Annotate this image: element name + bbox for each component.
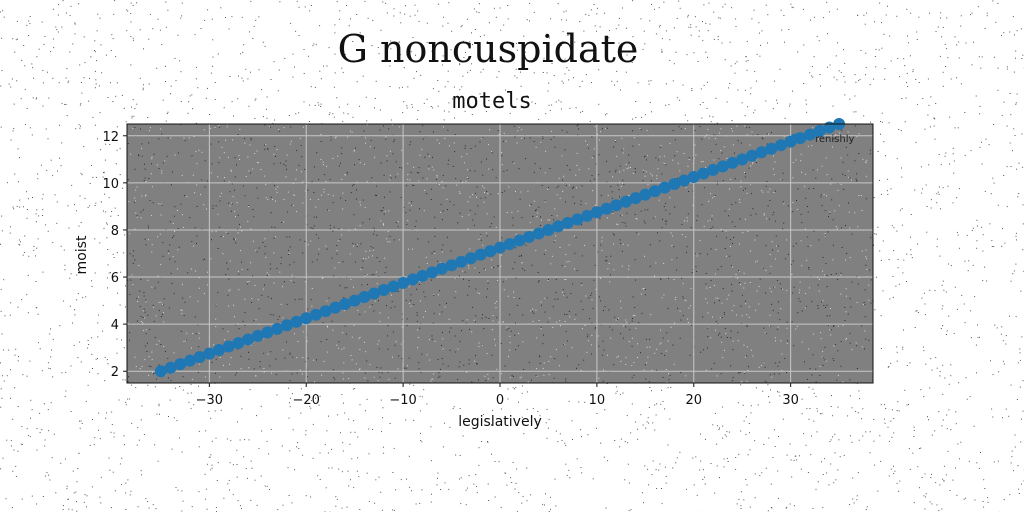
scatter-point [581, 209, 594, 222]
scatter-point [232, 336, 245, 349]
scatter-point [251, 329, 264, 342]
scatter-point [397, 276, 410, 289]
scatter-point [774, 139, 787, 152]
scatter-point [464, 252, 477, 265]
x-tick-label: 30 [782, 393, 799, 408]
x-tick-label: −30 [196, 393, 223, 408]
scatter-point [358, 291, 371, 304]
scatter-point [406, 273, 419, 286]
scatter-point [348, 294, 361, 307]
y-tick-label: 12 [102, 130, 119, 145]
scatter-point [542, 223, 555, 236]
scatter-point [280, 319, 293, 332]
scatter-point [804, 128, 817, 141]
scatter-point [523, 231, 536, 244]
scatter-point [309, 308, 322, 321]
scatter-point [600, 202, 613, 215]
scatter-point [387, 280, 400, 293]
scatter-point [639, 188, 652, 201]
scatter-point [765, 142, 778, 155]
figure-suptitle: G noncuspidate [338, 27, 639, 71]
y-tick-label: 6 [111, 271, 119, 286]
scatter-point [338, 298, 351, 311]
scatter-point [435, 262, 448, 275]
plot-speckle [127, 124, 874, 384]
scatter-point [154, 365, 167, 378]
y-tick-label: 10 [102, 177, 119, 192]
scatter-point [552, 220, 565, 233]
scatter-point [736, 153, 749, 166]
scatter-point [222, 340, 235, 353]
scatter-point [174, 358, 187, 371]
scatter-point [697, 167, 710, 180]
scatter-point [329, 301, 342, 314]
scatter-point [300, 312, 313, 325]
scatter-point [426, 266, 439, 279]
y-axis-label: moist [74, 235, 90, 274]
scatter-point [755, 146, 768, 159]
chart-title: motels [452, 89, 531, 114]
scatter-point [494, 241, 506, 254]
scatter-point [455, 255, 468, 268]
scatter-point [823, 121, 836, 134]
scatter-point [368, 287, 381, 300]
scatter-point [503, 238, 516, 251]
scatter-point [203, 347, 216, 360]
legend-label: renishly [815, 134, 854, 145]
x-tick-label: 10 [589, 393, 606, 408]
scatter-point [474, 248, 487, 261]
scatter-point [271, 322, 284, 335]
scatter-point [678, 174, 691, 187]
scatter-point [319, 305, 332, 318]
legend-marker [790, 133, 800, 143]
scatter-point [707, 163, 720, 176]
scatter-point [649, 185, 662, 198]
scatter-point [716, 160, 729, 173]
scatter-point [377, 284, 390, 296]
scatter-point [658, 181, 671, 194]
scatter-point [629, 192, 642, 205]
scatter-point [813, 125, 826, 138]
scatter-point [183, 354, 196, 367]
x-tick-label: −10 [389, 393, 416, 408]
y-tick-label: 2 [111, 365, 119, 380]
x-axis-label: legislatively [458, 414, 542, 430]
scatter-point [668, 178, 681, 191]
scatter-point [164, 361, 177, 374]
y-axis-ticks: 2 4 6 8 10 12 [102, 130, 127, 380]
grid-lines [127, 124, 873, 383]
scatter-point [561, 216, 574, 229]
scatter-point [242, 333, 255, 346]
scatter-point [619, 195, 632, 208]
scatter-point [687, 170, 700, 183]
scatter-point [532, 227, 545, 240]
y-tick-label: 4 [111, 318, 119, 333]
scatter-point [445, 259, 458, 272]
scatter-point [261, 326, 274, 339]
scatter-point [416, 269, 429, 282]
legend: renishly [790, 133, 854, 145]
y-tick-label: 8 [111, 224, 119, 239]
x-tick-label: 20 [685, 393, 702, 408]
scatter-point [610, 199, 623, 212]
scatter-point [213, 344, 226, 357]
scatter-point [484, 245, 497, 258]
scatter-point [726, 156, 739, 169]
scatter-point [290, 315, 303, 328]
scatter-point [590, 206, 603, 219]
scatter-point [571, 213, 584, 226]
scatter-point [193, 351, 206, 364]
scatter-point [745, 149, 758, 162]
scatter-point [513, 234, 526, 247]
x-axis-ticks: −30 −20 −10 0 10 20 30 [196, 383, 799, 408]
x-tick-label: −20 [293, 393, 320, 408]
x-tick-label: 0 [496, 393, 504, 408]
